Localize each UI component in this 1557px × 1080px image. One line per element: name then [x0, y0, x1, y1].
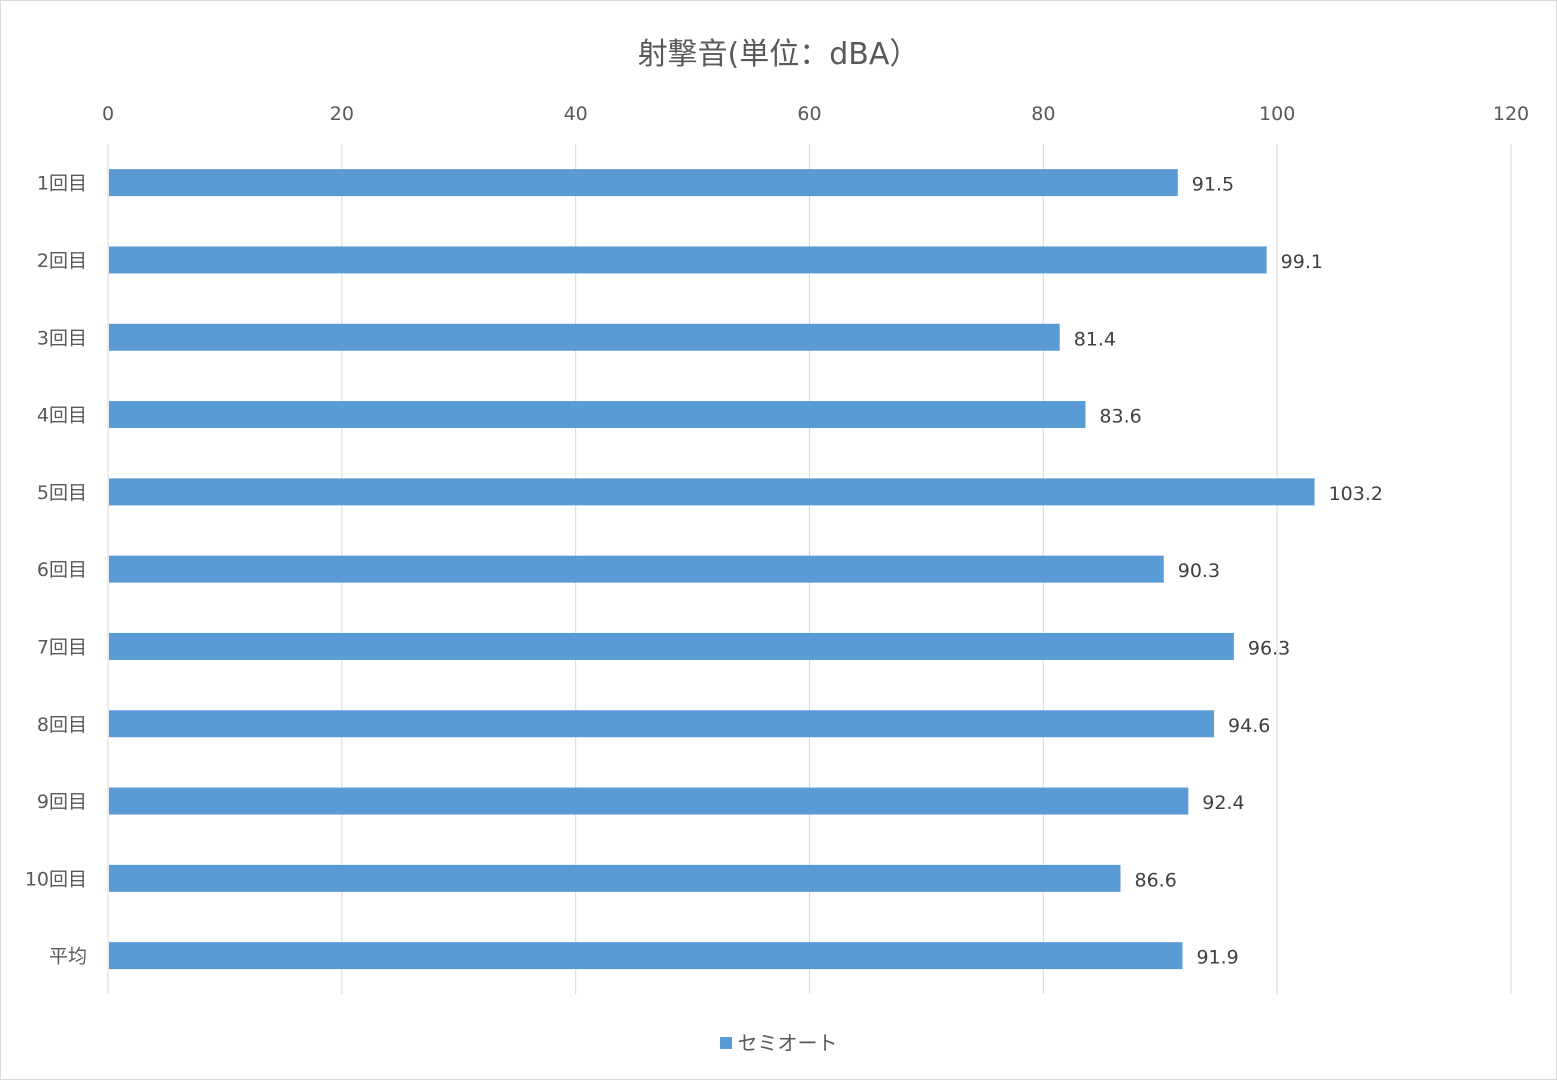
data-label: 94.6 [1228, 715, 1270, 737]
y-tick-label: 8回目 [37, 714, 87, 736]
y-tick-label: 5回目 [37, 482, 87, 504]
data-label: 99.1 [1281, 251, 1323, 273]
y-tick-label: 2回目 [37, 250, 87, 272]
legend: セミオート [1, 1027, 1556, 1056]
y-tick-label: 6回目 [37, 559, 87, 581]
bar [109, 710, 1215, 738]
y-tick-label: 4回目 [37, 405, 87, 427]
data-label: 103.2 [1329, 483, 1383, 505]
data-label: 90.3 [1178, 560, 1220, 582]
y-tick-label: 10回目 [25, 868, 87, 890]
bar [109, 632, 1234, 660]
bar [109, 787, 1189, 815]
bar [109, 169, 1178, 197]
x-tick-label: 120 [1493, 103, 1529, 125]
bar [109, 323, 1060, 351]
data-label: 96.3 [1248, 637, 1290, 659]
y-tick-label: 9回目 [37, 791, 87, 813]
bar [109, 478, 1315, 506]
data-label: 86.6 [1134, 869, 1176, 891]
y-tick-label: 3回目 [37, 327, 87, 349]
y-tick-label: 平均 [49, 946, 87, 968]
bar [109, 864, 1121, 892]
data-label: 91.9 [1196, 947, 1238, 969]
bar [109, 246, 1267, 274]
y-tick-label: 1回目 [37, 173, 87, 195]
data-label: 92.4 [1202, 792, 1244, 814]
legend-swatch [719, 1036, 732, 1049]
x-tick-label: 20 [330, 103, 354, 125]
x-tick-label: 40 [564, 103, 588, 125]
bar [109, 401, 1086, 429]
data-label: 81.4 [1074, 328, 1116, 350]
bar [109, 555, 1164, 583]
data-label: 91.5 [1192, 174, 1234, 196]
data-label: 83.6 [1099, 406, 1141, 428]
bar [109, 942, 1183, 970]
x-tick-label: 80 [1031, 103, 1055, 125]
x-tick-label: 60 [797, 103, 821, 125]
x-tick-label: 100 [1259, 103, 1295, 125]
chart-title: 射撃音(単位：dBA） [637, 37, 920, 72]
x-tick-label: 0 [102, 103, 114, 125]
legend-label: セミオート [737, 1031, 838, 1055]
y-tick-label: 7回目 [37, 636, 87, 658]
